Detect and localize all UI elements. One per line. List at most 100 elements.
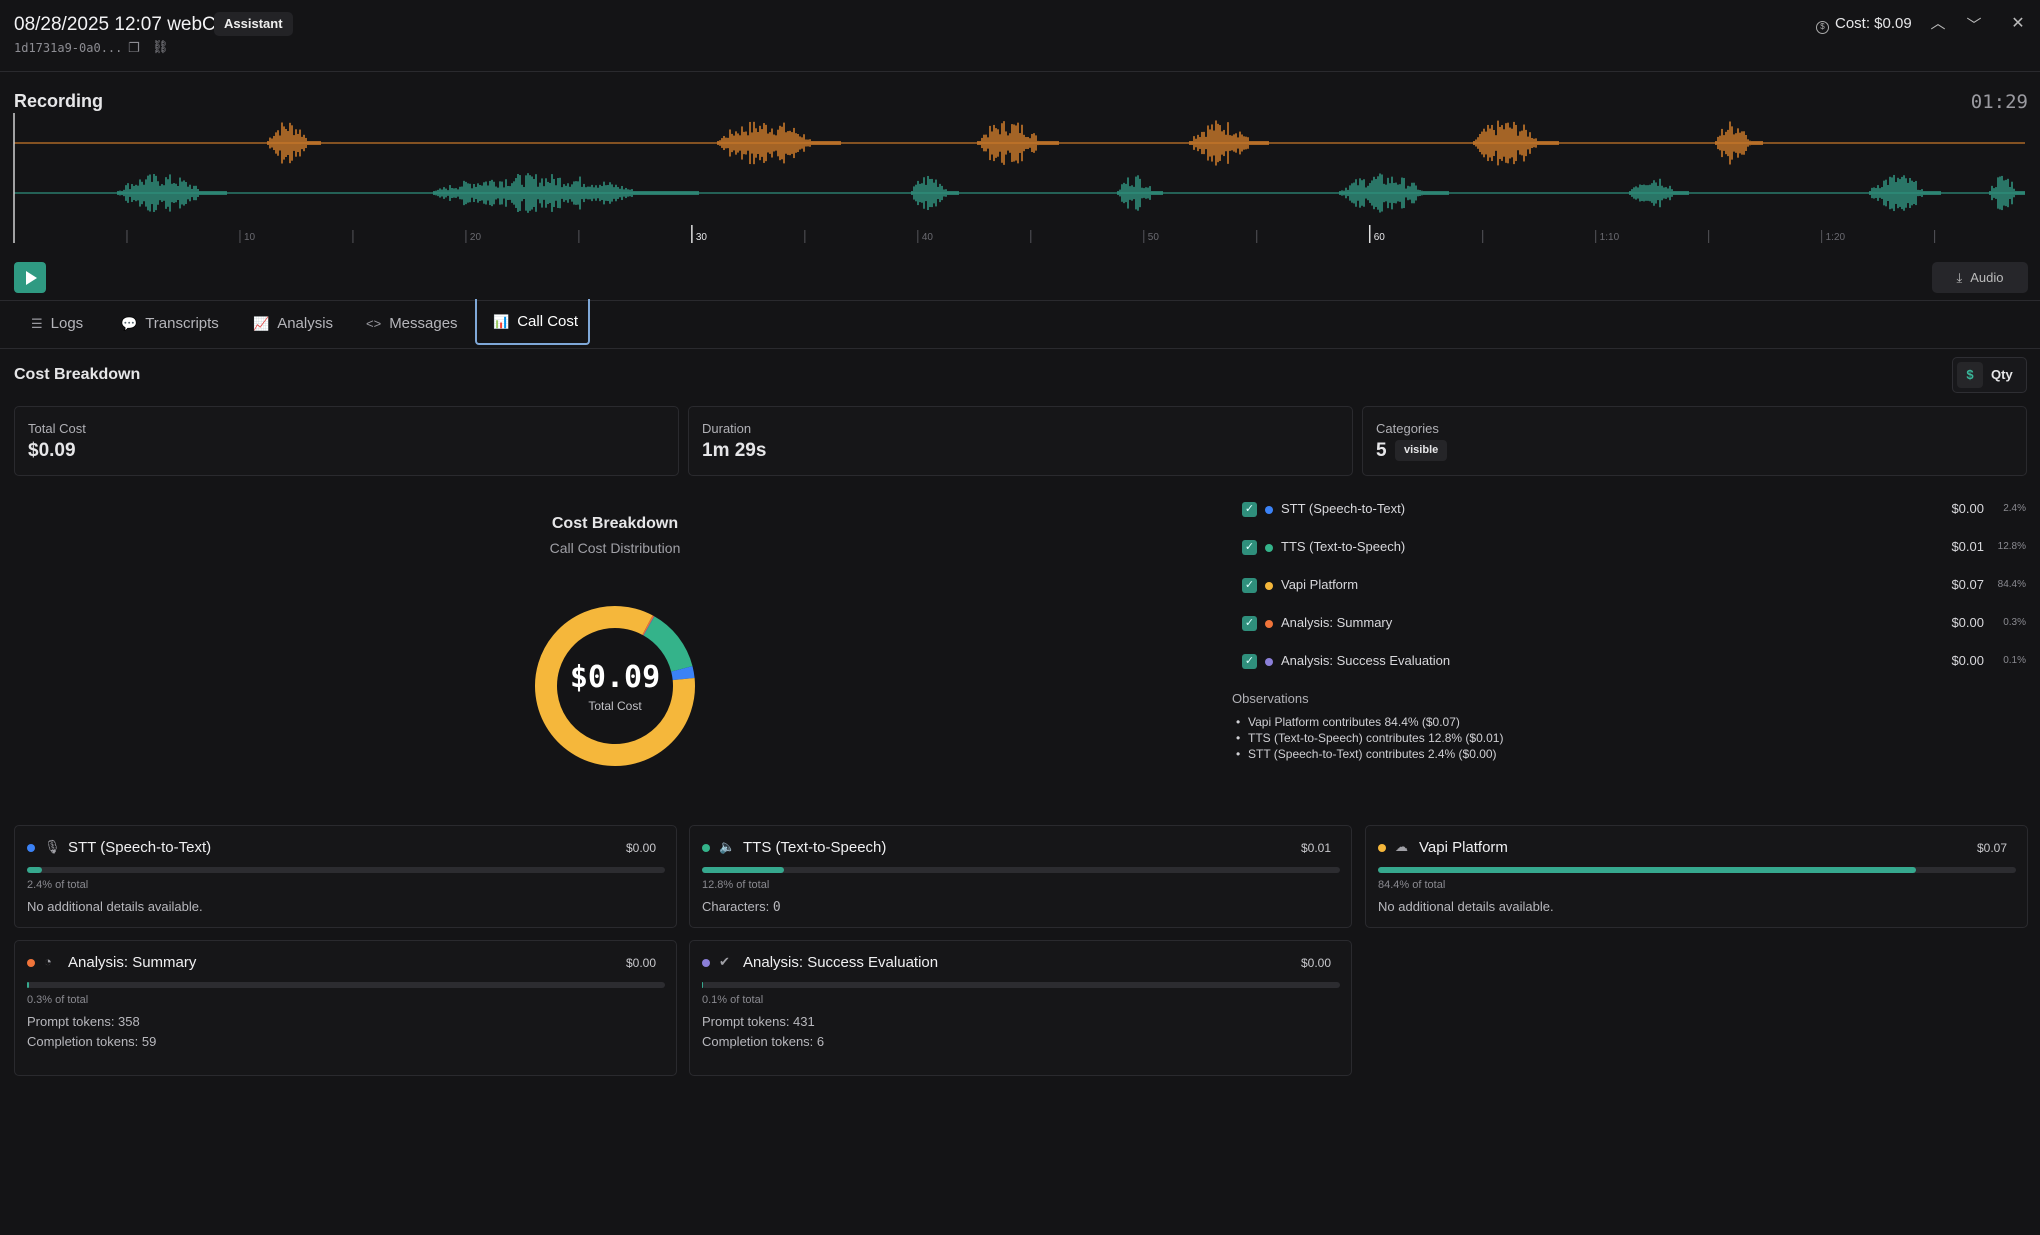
- copy-icon[interactable]: ❐: [128, 40, 140, 55]
- unit-dollar-button[interactable]: $: [1957, 362, 1983, 388]
- cloud-icon: ☁: [1395, 839, 1408, 854]
- stat-total-cost: Total Cost $0.09: [14, 406, 679, 476]
- card-amount: $0.00: [625, 841, 656, 855]
- card-color-dot: [27, 844, 35, 852]
- role-badge: Assistant: [214, 12, 293, 36]
- legend-checkbox[interactable]: ✓: [1242, 654, 1257, 669]
- close-icon[interactable]: ✕: [2011, 15, 2025, 32]
- recording-title: Recording: [14, 91, 104, 111]
- call-cost-summary: $ Cost: $0.09: [1816, 15, 1912, 34]
- observation-item: Vapi Platform contributes 84.4% ($0.07): [1236, 714, 1503, 730]
- observations-list: Vapi Platform contributes 84.4% ($0.07) …: [1236, 714, 1503, 762]
- legend-percent: 0.3%: [2003, 617, 2026, 628]
- recording-duration: 01:29: [1970, 91, 2028, 113]
- card-percent: 0.1% of total: [702, 994, 764, 1006]
- card-name: Vapi Platform: [1419, 839, 1508, 856]
- card-percent: 12.8% of total: [702, 879, 770, 891]
- card-color-dot: [27, 959, 35, 967]
- timeline-label: 1:20: [1826, 232, 1846, 243]
- link-icon[interactable]: ⛓: [152, 39, 169, 54]
- cost-card: 🎙 STT (Speech-to-Text) $0.00 2.4% of total N…: [14, 825, 677, 928]
- stat-value: $0.09: [28, 440, 76, 461]
- card-detail: Completion tokens: 59: [27, 1034, 157, 1049]
- slice-tts[interactable]: [643, 616, 693, 672]
- download-audio-button[interactable]: ⤓ Audio: [1932, 262, 2028, 293]
- legend-amount: $0.00: [1951, 615, 1984, 630]
- card-name: Analysis: Success Evaluation: [743, 954, 939, 971]
- card-progress-track: [702, 982, 1340, 988]
- check-circle-icon: ✔: [719, 954, 730, 969]
- legend-color-dot: [1265, 658, 1273, 666]
- card-progress-track: [702, 867, 1340, 873]
- card-amount: $0.00: [625, 956, 656, 970]
- observations-title: Observations: [1232, 691, 1309, 706]
- legend-row: ✓ TTS (Text-to-Speech) $0.01 12.8%: [1242, 537, 2026, 559]
- chart-line-icon: 📈: [253, 316, 270, 331]
- call-id: 1d1731a9-0a0...: [14, 41, 123, 55]
- timeline-label: 60: [1374, 232, 1386, 243]
- card-color-dot: [702, 959, 710, 967]
- stat-categories: Categories 5 visible: [1362, 406, 2027, 476]
- card-progress-track: [27, 867, 665, 873]
- tab-analysis-label: Analysis: [277, 315, 334, 332]
- cost-card: 🔈 TTS (Text-to-Speech) $0.01 12.8% of total…: [689, 825, 1352, 928]
- legend-row: ✓ Vapi Platform $0.07 84.4%: [1242, 575, 2026, 597]
- cost-donut-chart: [535, 606, 695, 766]
- slice-stt[interactable]: [671, 666, 695, 681]
- card-progress-fill: [27, 867, 43, 873]
- legend-checkbox[interactable]: ✓: [1242, 502, 1257, 517]
- cost-card: ◔ Analysis: Summary $0.00 0.3% of total Prom…: [14, 940, 677, 1076]
- tab-transcripts[interactable]: 💬 Transcripts: [121, 315, 219, 332]
- tab-logs[interactable]: ☰ Logs: [31, 315, 83, 332]
- stat-label: Total Cost: [28, 421, 86, 436]
- tab-messages[interactable]: <> Messages: [366, 315, 458, 332]
- chevron-up-icon[interactable]: ︿: [1930, 15, 1946, 32]
- card-progress-fill: [702, 982, 704, 988]
- card-progress-track: [27, 982, 665, 988]
- stat-value: 5: [1376, 440, 1387, 461]
- card-detail: No additional details available.: [27, 899, 203, 914]
- timeline-ticks: [126, 225, 1936, 243]
- legend-percent: 84.4%: [1997, 579, 2026, 590]
- call-title: 08/28/2025 12:07 webCall: [14, 14, 235, 35]
- slice-vapi[interactable]: [535, 606, 695, 766]
- timeline-label: 1:10: [1600, 232, 1620, 243]
- card-detail: Completion tokens: 6: [702, 1034, 825, 1049]
- legend-checkbox[interactable]: ✓: [1242, 540, 1257, 555]
- play-button[interactable]: [14, 262, 46, 293]
- legend-color-dot: [1265, 544, 1273, 552]
- stat-label: Categories: [1376, 421, 1439, 436]
- tab-analysis[interactable]: 📈 Analysis: [253, 315, 333, 332]
- list-icon: ☰: [31, 316, 43, 331]
- legend-name: Vapi Platform: [1281, 577, 1359, 592]
- tab-call-cost[interactable]: 📊 Call Cost: [475, 299, 590, 345]
- legend-name: TTS (Text-to-Speech): [1281, 539, 1406, 554]
- tab-transcripts-label: Transcripts: [145, 315, 219, 332]
- card-amount: $0.01: [1300, 841, 1331, 855]
- stat-value: 1m 29s: [702, 440, 767, 461]
- donut-center-label: Total Cost: [588, 699, 642, 713]
- chart-subtitle: Call Cost Distribution: [549, 540, 681, 556]
- card-name: TTS (Text-to-Speech): [743, 839, 887, 856]
- card-percent: 2.4% of total: [27, 879, 89, 891]
- unit-qty-button[interactable]: Qty: [1991, 367, 2013, 382]
- coin-icon: $: [1816, 21, 1829, 34]
- legend-row: ✓ Analysis: Summary $0.00 0.3%: [1242, 613, 2026, 635]
- legend-name: Analysis: Summary: [1281, 615, 1393, 630]
- legend-color-dot: [1265, 506, 1273, 514]
- card-color-dot: [1378, 844, 1386, 852]
- gauge-icon: ◔: [44, 954, 52, 969]
- card-amount: $0.00: [1300, 956, 1331, 970]
- slice-summary[interactable]: [642, 615, 654, 636]
- card-amount: $0.07: [1976, 841, 2007, 855]
- chevron-down-icon[interactable]: ﹀: [1966, 17, 1982, 34]
- legend-checkbox[interactable]: ✓: [1242, 616, 1257, 631]
- legend-amount: $0.00: [1951, 653, 1984, 668]
- legend-checkbox[interactable]: ✓: [1242, 578, 1257, 593]
- waveform[interactable]: 10 20 30 40 50 60 1:10 1:20: [0, 113, 2040, 243]
- card-percent: 0.3% of total: [27, 994, 89, 1006]
- observation-item: STT (Speech-to-Text) contributes 2.4% ($…: [1236, 746, 1503, 762]
- legend-amount: $0.01: [1951, 539, 1984, 554]
- tab-logs-label: Logs: [50, 315, 84, 332]
- speaker-icon: 🔈: [719, 839, 736, 854]
